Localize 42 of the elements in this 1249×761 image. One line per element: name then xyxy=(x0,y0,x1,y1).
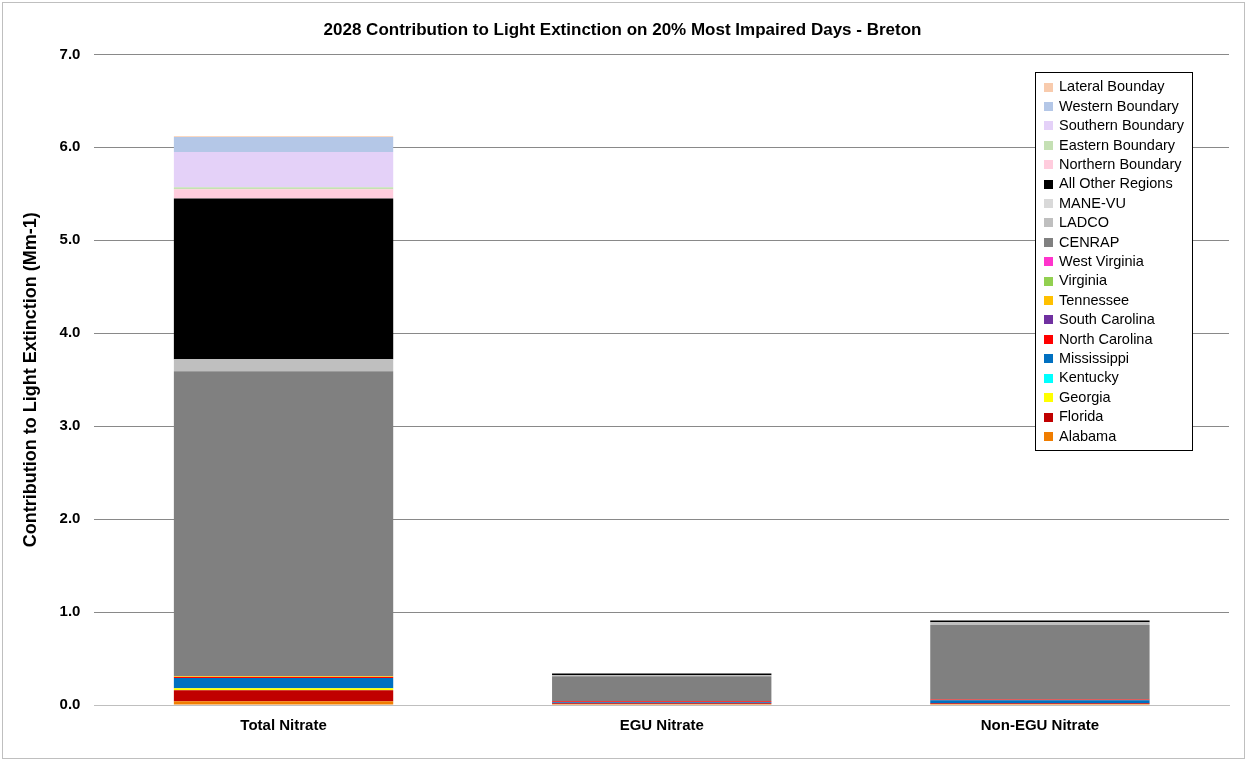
legend-label: West Virginia xyxy=(1059,252,1144,272)
legend-label: South Carolina xyxy=(1059,310,1155,330)
x-tick-label: EGU Nitrate xyxy=(619,716,704,734)
bar xyxy=(552,676,772,702)
y-tick-label: 5.0 xyxy=(59,230,81,248)
bar xyxy=(930,625,1150,700)
legend-label: MANE-VU xyxy=(1059,193,1126,213)
bar xyxy=(173,690,394,702)
legend-label: Western Boundary xyxy=(1059,96,1179,116)
bar xyxy=(173,151,394,188)
bar xyxy=(173,678,394,689)
legend-label: Mississippi xyxy=(1059,349,1130,369)
legend-label: Alabama xyxy=(1059,426,1117,446)
legend-label: Southern Boundary xyxy=(1059,116,1184,136)
y-tick-label: 2.0 xyxy=(59,509,81,527)
legend-label: Virginia xyxy=(1059,271,1108,291)
legend-label: Eastern Boundary xyxy=(1059,135,1176,155)
bar xyxy=(173,701,394,705)
y-tick-label: 4.0 xyxy=(59,323,81,341)
y-tick-label: 7.0 xyxy=(59,44,81,62)
legend-label: Lateral Bounday xyxy=(1059,77,1165,97)
chart-title: 2028 Contribution to Light Extinction on 20% Most Impaired Days - Breton xyxy=(323,19,922,39)
y-tick-label: 1.0 xyxy=(59,602,81,620)
bar xyxy=(173,137,394,152)
y-tick-label: 0.0 xyxy=(59,695,81,713)
x-tick-label: Total Nitrate xyxy=(240,716,327,734)
y-tick-label: 3.0 xyxy=(59,416,81,434)
y-axis-title: Contribution to Light Extinction (Mm-1) xyxy=(19,212,40,548)
legend-label: LADCO xyxy=(1059,213,1109,233)
bar xyxy=(173,359,394,372)
bar xyxy=(173,198,394,360)
legend-label: Kentucky xyxy=(1059,368,1119,388)
legend-label: Georgia xyxy=(1059,387,1111,407)
legend-label: Florida xyxy=(1059,407,1104,427)
legend-label: CENRAP xyxy=(1059,232,1120,252)
x-tick-label: Non-EGU Nitrate xyxy=(980,716,1100,734)
legend-label: Northern Boundary xyxy=(1059,155,1182,174)
legend-label: North Carolina xyxy=(1059,329,1153,349)
legend-label: All Other Regions xyxy=(1059,174,1173,194)
legend-label: Tennessee xyxy=(1059,290,1130,310)
bar xyxy=(173,189,394,199)
y-tick-label: 6.0 xyxy=(59,137,81,155)
